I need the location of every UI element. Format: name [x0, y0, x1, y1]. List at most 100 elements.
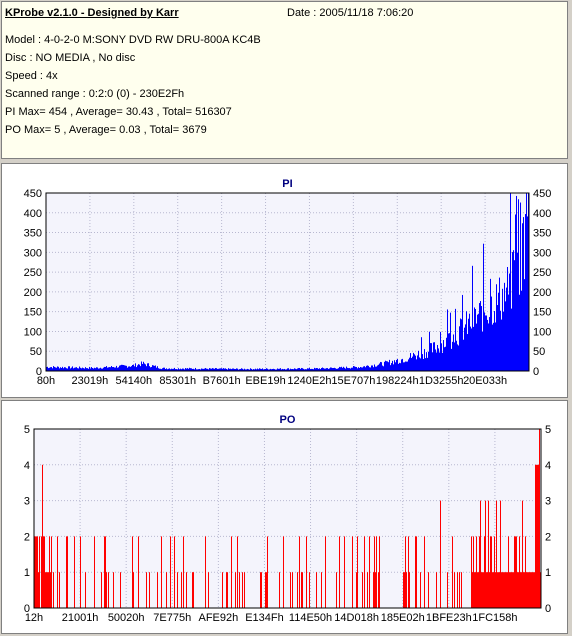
po-bar: [321, 572, 322, 608]
x-tick-label: 185E02h: [381, 612, 425, 624]
po-bar: [536, 464, 537, 608]
pi-bar: [132, 364, 133, 371]
pi-bar: [264, 369, 265, 371]
pi-bar: [170, 369, 171, 371]
pi-bar: [103, 367, 104, 371]
po-bar: [532, 572, 533, 608]
pi-bar: [300, 368, 301, 371]
po-bar: [374, 536, 375, 608]
pi-bar: [83, 368, 84, 371]
x-tick-label: 15E707h: [331, 375, 375, 387]
pi-bar: [394, 360, 395, 371]
pi-bar: [142, 363, 143, 371]
pi-bar: [358, 367, 359, 371]
po-bar: [261, 572, 262, 608]
pi-bar: [108, 367, 109, 371]
pi-bar: [490, 278, 491, 371]
po-bar: [66, 536, 67, 608]
pi-bar: [320, 369, 321, 371]
pi-bar: [434, 342, 435, 371]
pi-bar: [227, 369, 228, 371]
po-bar: [491, 536, 492, 608]
pi-bar: [121, 364, 122, 371]
pi-bar: [479, 303, 480, 371]
po-bar: [424, 536, 425, 608]
po-bar: [242, 572, 243, 608]
po-bar: [480, 500, 481, 608]
y-tick-label-right: 250: [533, 267, 551, 279]
po-bar: [454, 572, 455, 608]
po-bar: [51, 536, 52, 608]
pi-bar: [441, 343, 442, 371]
pi-bar: [411, 358, 412, 371]
po-bar: [499, 572, 500, 608]
pi-bar: [52, 368, 53, 371]
po-bar: [535, 464, 536, 608]
pi-bar: [436, 352, 437, 371]
pi-bar: [485, 315, 486, 371]
pi-bar: [419, 357, 420, 371]
x-tick-label: 20E033h: [463, 375, 507, 387]
y-tick-label-left: 0: [24, 603, 30, 615]
pi-bar: [289, 369, 290, 371]
y-tick-label-left: 150: [24, 307, 42, 319]
pi-bar: [167, 369, 168, 371]
po-bar: [521, 572, 522, 608]
pi-bar: [189, 367, 190, 371]
pi-bar: [118, 367, 119, 371]
po-bar: [161, 536, 162, 608]
pi-bar: [252, 369, 253, 371]
pi-bar: [186, 368, 187, 371]
pi-bar: [90, 368, 91, 371]
pi-bar: [521, 290, 522, 371]
x-tick-label: AFE92h: [198, 612, 238, 624]
po-bar: [339, 536, 340, 608]
info-po: PO Max= 5 , Average= 0.03 , Total= 3679: [5, 124, 207, 136]
pi-bar: [220, 368, 221, 371]
pi-bar: [456, 340, 457, 371]
pi-bar: [372, 365, 373, 371]
po-bar: [531, 572, 532, 608]
pi-bar: [210, 368, 211, 371]
pi-bar: [76, 367, 77, 371]
pi-bar: [412, 356, 413, 371]
po-bar: [205, 536, 206, 608]
pi-bar: [471, 328, 472, 371]
pi-bar: [298, 368, 299, 371]
pi-bar: [481, 306, 482, 371]
pi-bar: [74, 367, 75, 371]
po-bar: [481, 572, 482, 608]
pi-bar: [271, 369, 272, 371]
po-bar: [539, 429, 540, 608]
pi-bar: [182, 368, 183, 371]
pi-bar: [130, 366, 131, 371]
pi-bar: [356, 367, 357, 371]
po-bar: [46, 572, 47, 608]
y-tick-label-left: 450: [24, 188, 42, 200]
po-bar: [186, 572, 187, 608]
pi-bar: [237, 368, 238, 371]
pi-bar: [249, 369, 250, 371]
po-bar: [473, 536, 474, 608]
x-tick-label: 114E50h: [289, 612, 332, 624]
pi-bar: [512, 252, 513, 371]
pi-bar: [150, 367, 151, 371]
pi-bar: [406, 361, 407, 371]
po-bar: [486, 572, 487, 608]
pi-bar: [187, 368, 188, 371]
po-bar: [496, 500, 497, 608]
pi-bar: [231, 369, 232, 371]
pi-bar: [468, 318, 469, 371]
po-bar: [405, 536, 406, 608]
pi-bar: [275, 369, 276, 371]
po-bar: [43, 536, 44, 608]
pi-bar: [272, 368, 273, 371]
po-bar: [509, 572, 510, 608]
pi-bar: [60, 367, 61, 371]
pi-bar: [192, 368, 193, 371]
pi-bar: [379, 363, 380, 371]
pi-bar: [147, 363, 148, 371]
pi-bar: [279, 368, 280, 371]
y-tick-label-left: 100: [24, 326, 42, 338]
po-bar: [436, 572, 437, 608]
